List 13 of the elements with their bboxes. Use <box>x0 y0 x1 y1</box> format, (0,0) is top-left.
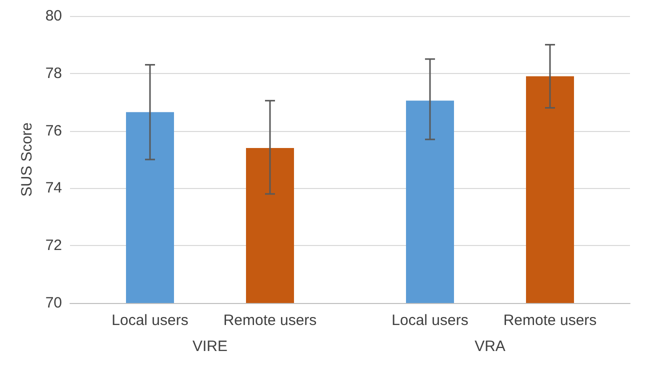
text: Remote users <box>503 312 597 329</box>
series-label: Local users <box>112 312 188 329</box>
series-label: Remote users <box>223 312 317 329</box>
text: Local users <box>392 312 468 329</box>
y-tick-label: 80 <box>45 8 62 24</box>
x-tick-label: VIRE <box>192 338 228 355</box>
y-tick-label: 78 <box>45 64 62 82</box>
y-tick-label: 76 <box>45 122 62 140</box>
y-tick-label: 70 <box>45 294 62 312</box>
y-axis-title: SUS Score <box>18 122 36 197</box>
x-tick-label: VRA <box>474 338 506 355</box>
y-tick-label: 74 <box>45 180 62 197</box>
y-tick-label: 72 <box>45 237 62 254</box>
